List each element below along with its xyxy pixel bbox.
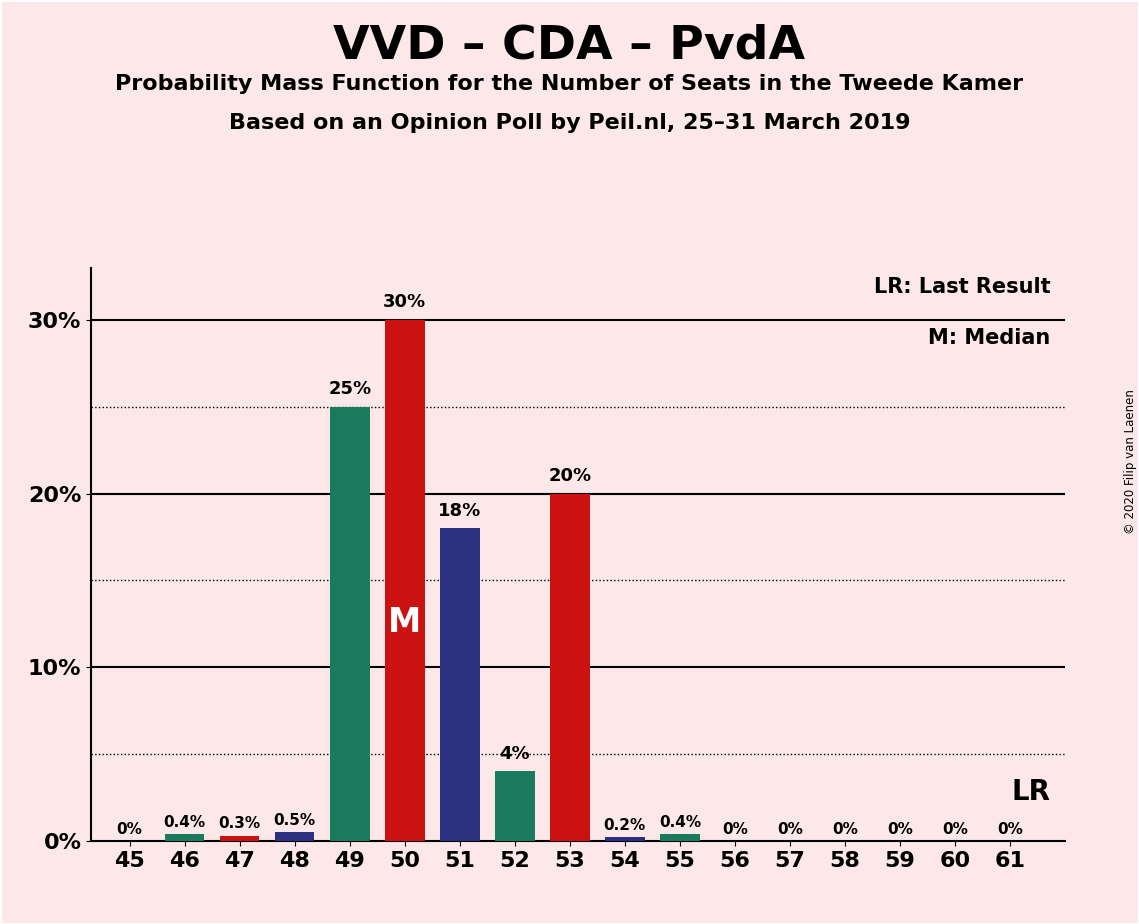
Text: 18%: 18% (439, 502, 482, 519)
Bar (220, 835, 260, 841)
Text: M: Median: M: Median (928, 328, 1050, 348)
Text: 4%: 4% (500, 745, 530, 762)
Text: 25%: 25% (328, 380, 371, 398)
Text: 0%: 0% (831, 821, 858, 836)
Text: 0%: 0% (997, 821, 1023, 836)
Bar (659, 833, 699, 841)
Bar (495, 772, 534, 841)
Text: LR: Last Result: LR: Last Result (874, 276, 1050, 297)
Text: 0%: 0% (116, 821, 142, 836)
Bar (165, 833, 205, 841)
Text: 30%: 30% (383, 293, 426, 311)
Text: 0.4%: 0.4% (164, 815, 206, 830)
Text: VVD – CDA – PvdA: VVD – CDA – PvdA (334, 23, 805, 68)
Bar (605, 837, 645, 841)
Text: M: M (388, 605, 421, 638)
Text: LR: LR (1011, 778, 1050, 806)
Text: 0.4%: 0.4% (658, 815, 700, 830)
Text: 20%: 20% (548, 467, 591, 485)
Text: 0.5%: 0.5% (273, 813, 316, 828)
Text: Based on an Opinion Poll by Peil.nl, 25–31 March 2019: Based on an Opinion Poll by Peil.nl, 25–… (229, 113, 910, 133)
Text: 0%: 0% (942, 821, 968, 836)
Bar (385, 320, 425, 841)
Bar (440, 529, 480, 841)
Text: 0.3%: 0.3% (219, 816, 261, 832)
Text: © 2020 Filip van Laenen: © 2020 Filip van Laenen (1124, 390, 1137, 534)
Text: 0%: 0% (722, 821, 748, 836)
Text: 0%: 0% (887, 821, 912, 836)
Text: 0%: 0% (777, 821, 803, 836)
Bar (330, 407, 369, 841)
Text: 0.2%: 0.2% (604, 818, 646, 833)
Bar (274, 833, 314, 841)
Bar (550, 493, 590, 841)
Text: Probability Mass Function for the Number of Seats in the Tweede Kamer: Probability Mass Function for the Number… (115, 74, 1024, 94)
